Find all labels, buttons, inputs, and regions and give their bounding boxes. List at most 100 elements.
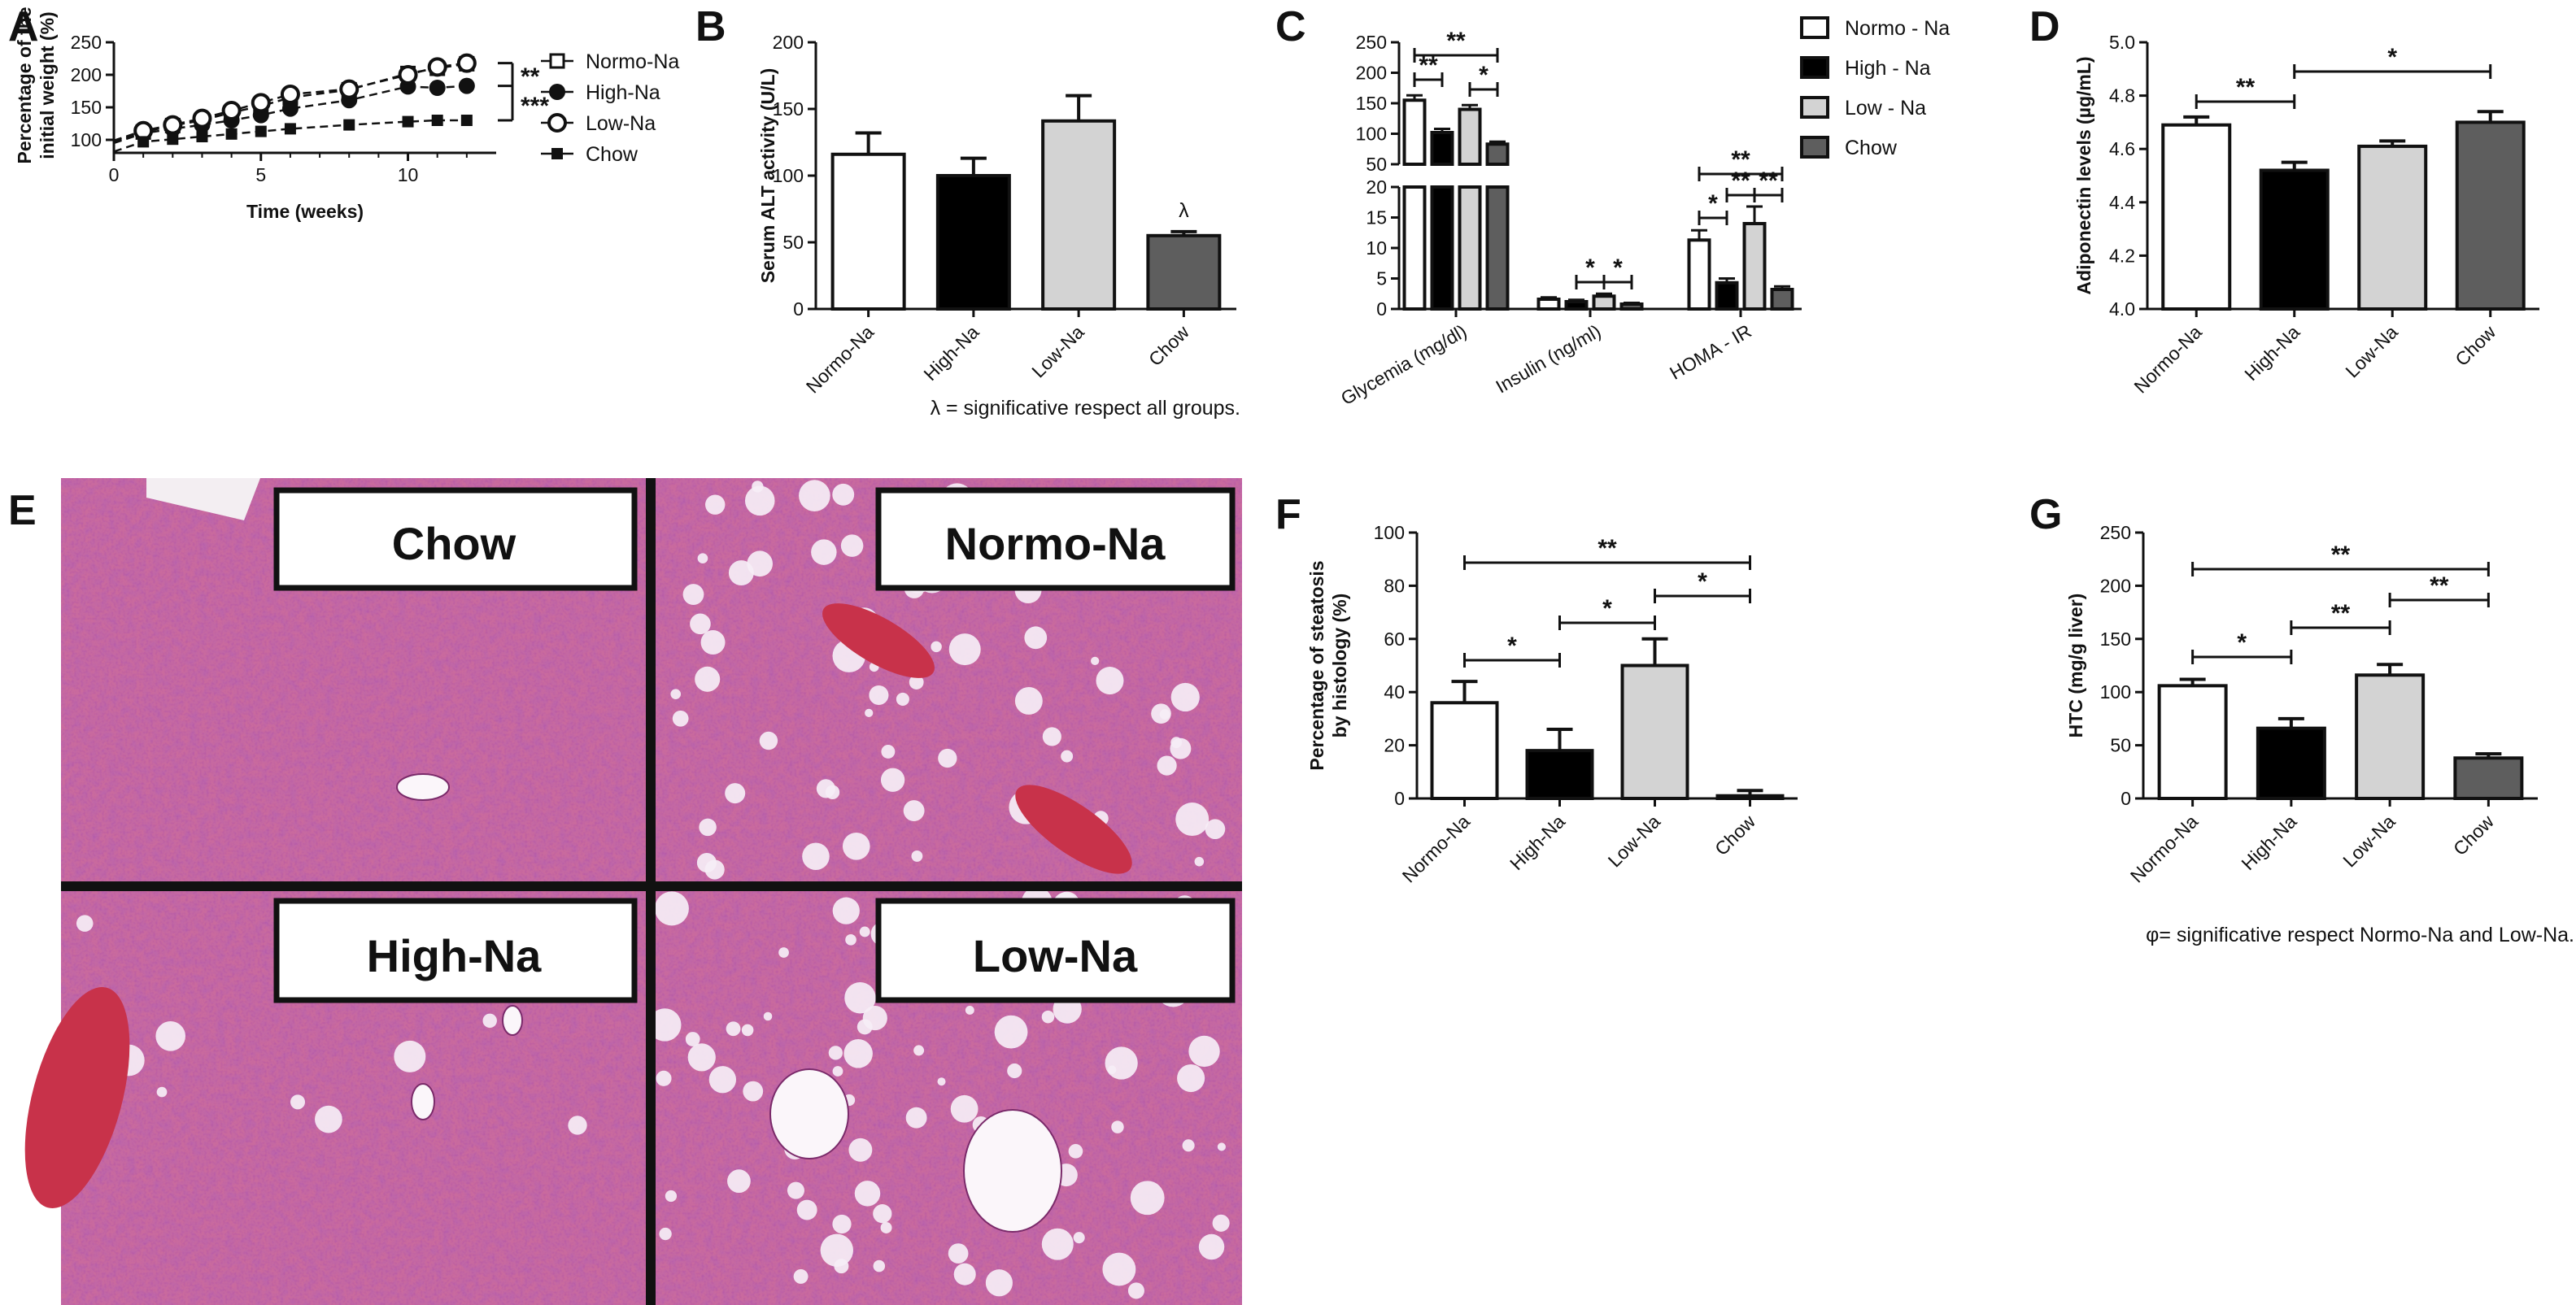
y-axis-title: Serum ALT activity (U/L) <box>757 68 778 284</box>
fat-vacuole <box>699 818 717 837</box>
fat-vacuole <box>743 1081 764 1102</box>
fat-vacuole <box>670 689 682 699</box>
y-tick-label: 100 <box>1374 522 1405 543</box>
y-tick-label: 4.8 <box>2109 85 2135 107</box>
point-low-na <box>339 79 360 99</box>
label-text-low-na: Low-Na <box>973 930 1138 981</box>
y-lower-tick-label: 20 <box>1366 176 1387 198</box>
fat-vacuole <box>843 1039 873 1068</box>
legend-label-low-na: Low-Na <box>586 112 656 135</box>
x-tick-label-normo-na: Normo-Na <box>1398 811 1475 887</box>
bar-chow-glycemia-upper <box>1485 142 1510 166</box>
x-tick-label-high-na: High-Na <box>2240 321 2304 385</box>
y-tick-label: 5.0 <box>2109 32 2135 53</box>
y-tick-label: 150 <box>71 97 102 118</box>
fat-vacuole <box>832 483 855 506</box>
y-tick-label: 20 <box>1384 735 1405 756</box>
y-tick-label: 200 <box>773 32 804 53</box>
fat-vacuole <box>811 539 837 565</box>
fat-vacuole <box>747 550 774 577</box>
fat-vacuole <box>482 1013 497 1029</box>
fat-vacuole <box>832 897 860 924</box>
fat-vacuole <box>948 1243 969 1264</box>
panel-g: G 0 50 100 150 200 250 Normo-Na High-Na Low-Na Cho… <box>2029 491 2574 946</box>
panel-label: E <box>8 487 37 534</box>
fat-vacuole <box>854 1181 881 1207</box>
point-low-na <box>456 53 477 73</box>
bar-low-na-insulin-ng-ml <box>1592 294 1616 311</box>
panel-label: B <box>695 3 726 50</box>
central-vein <box>502 1005 523 1036</box>
sig-glycemia-normo-high-label: ** <box>1419 52 1438 79</box>
x-tick-label-high-na: High-Na <box>2237 811 2300 874</box>
fat-vacuole <box>1111 1120 1124 1133</box>
sig-glycemia-normo-chow-label: ** <box>1446 28 1466 54</box>
label-text-high-na: High-Na <box>367 930 543 981</box>
fat-vacuole <box>1127 1282 1144 1299</box>
fat-vacuole <box>931 641 942 653</box>
sig-insulin-high-low-label: * <box>1585 254 1595 281</box>
point-chow <box>431 115 443 126</box>
fat-vacuole <box>873 1204 892 1224</box>
point-low-na <box>398 65 418 85</box>
x-tick-label-normo-na: Normo-Na <box>2126 811 2203 887</box>
fat-vacuole <box>950 1094 979 1123</box>
fat-vacuole <box>1151 703 1171 724</box>
fat-vacuole <box>665 1190 678 1203</box>
x-axis-title: Time (weeks) <box>246 201 364 222</box>
footnote: φ= significative respect Normo-Na and Lo… <box>2146 924 2574 946</box>
y-lower-tick-label: 15 <box>1366 207 1387 228</box>
label-box-low-na <box>875 898 1236 1003</box>
fat-vacuole <box>840 534 864 557</box>
central-vein <box>963 1109 1062 1233</box>
fat-vacuole <box>802 842 830 871</box>
bar-normo-na-insulin-ng-ml <box>1536 298 1561 311</box>
fat-vacuole <box>953 1263 976 1285</box>
legend-label-high-na: High-Na <box>586 81 660 104</box>
legend-label-chow: Chow <box>1845 137 1898 159</box>
fat-vacuole <box>1212 1214 1230 1232</box>
fat-vacuole <box>948 633 981 666</box>
x-tick-label-chow: Chow <box>2451 321 2500 370</box>
y-tick-label: 100 <box>2100 681 2131 703</box>
x-tick-label-normo-na: Normo-Na <box>2129 321 2206 398</box>
blood-vessel <box>24 987 130 1208</box>
fat-vacuole <box>656 1070 672 1086</box>
point-low-na <box>280 85 300 104</box>
y-tick-label: 4.6 <box>2109 138 2135 159</box>
divider-horizontal <box>61 881 1242 891</box>
x-tick-label-glycemia-mg-dl: Glycemia (mg/dl) <box>1337 320 1471 409</box>
sig-normo-chow-label: ** <box>2331 542 2351 568</box>
fat-vacuole <box>1188 1035 1220 1068</box>
y-upper-tick-label: 50 <box>1366 154 1387 175</box>
point-high-na <box>458 77 475 94</box>
x-tick-label-low-na: Low-Na <box>2338 811 2399 872</box>
fat-vacuole <box>394 1040 426 1072</box>
point-chow <box>343 119 355 131</box>
fat-vacuole <box>1217 1142 1226 1151</box>
bar-high-na <box>2256 726 2326 800</box>
divider-vertical <box>646 478 656 1305</box>
sig-homa-normo-high-label: * <box>1708 190 1718 217</box>
point-chow <box>137 136 150 148</box>
y-axis-title: by histology (%) <box>1329 594 1350 738</box>
fat-vacuole <box>725 783 746 804</box>
y-tick-label: 0 <box>1394 788 1405 809</box>
fat-vacuole <box>1182 1139 1195 1152</box>
fat-vacuole <box>896 692 909 706</box>
y-axis-title: Percentage of steatosis <box>1306 560 1327 770</box>
sig-glycemia-low-chow-label: * <box>1479 62 1489 89</box>
fat-vacuole <box>862 1006 887 1031</box>
fat-vacuole <box>1105 1046 1138 1080</box>
tissue-edge <box>146 478 260 520</box>
x-tick-label-low-na: Low-Na <box>1604 811 1665 872</box>
y-lower-tick-label: 0 <box>1376 298 1387 320</box>
sig-homa-high-low-label: ** <box>1731 167 1750 194</box>
bar-high-na-glycemia-upper <box>1430 131 1454 166</box>
y-tick-label: 250 <box>71 32 102 53</box>
fat-vacuole <box>911 850 923 862</box>
fat-vacuole <box>1205 819 1226 840</box>
panel-label: G <box>2029 491 2062 538</box>
x-tick-label: 10 <box>398 164 419 185</box>
bar-normo-na <box>1430 701 1499 801</box>
